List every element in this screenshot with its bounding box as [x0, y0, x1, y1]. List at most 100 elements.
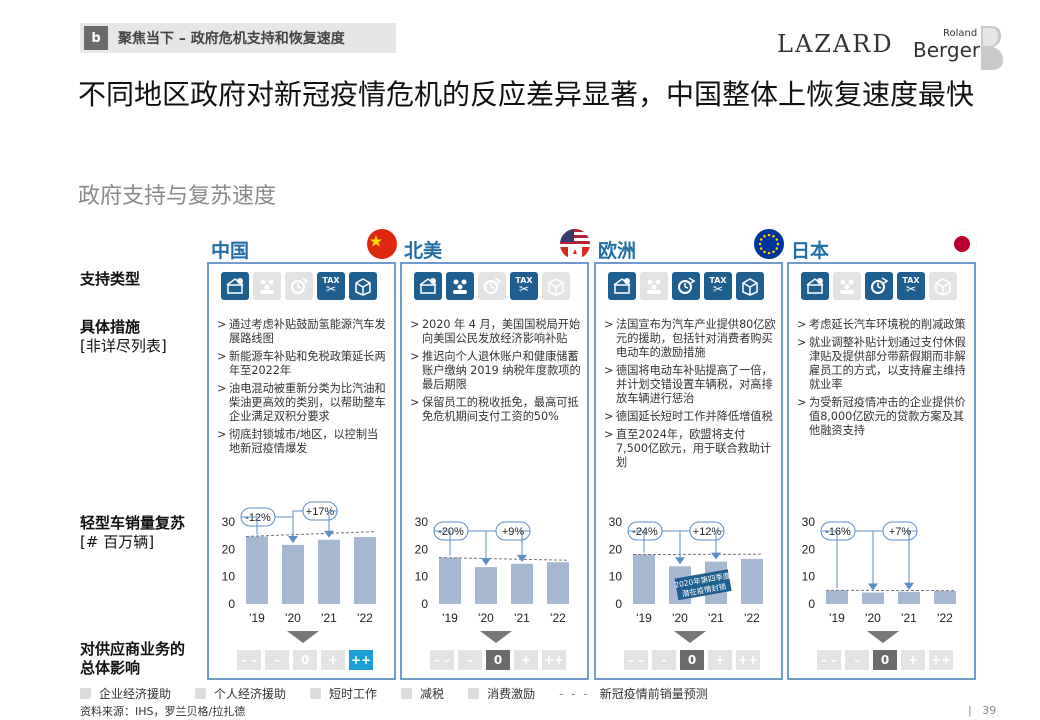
region-name: 中国 [211, 240, 250, 262]
y-tick-label: 0 [615, 597, 622, 611]
region-panel [787, 262, 976, 680]
region-name: 日本 [791, 240, 830, 262]
change-annotation: -16% [825, 526, 851, 538]
impact-level: 0 [293, 650, 317, 670]
recovery-chart: 0 10 20 30'19'20'21'22 -24% +12% 2020年第四季度 潜在疫情… [594, 500, 784, 630]
change-annotation: -20% [438, 526, 464, 538]
chevron-down-icon [867, 631, 899, 643]
page-subtitle: 政府支持与复苏速度 [78, 184, 277, 209]
enterprise-aid-icon [414, 272, 442, 300]
legend-item-tax: 减税 [401, 685, 444, 702]
label-support-type: 支持类型 [80, 270, 141, 288]
measure-item: 通过考虑补贴鼓励氢能源汽车发展路线图 [217, 318, 389, 346]
y-tick-label: 20 [609, 542, 623, 556]
measures-list: 法国宣布为汽车产业提供80亿欧元的援助，包括针对消费者购买电动车的激励措施德国将… [604, 318, 776, 474]
measure-item: 油电混动被重新分类为比汽油和柴油更高效的类别，以帮助整车企业满足双积分要求 [217, 382, 389, 424]
impact-level: ++ [929, 650, 953, 670]
y-tick-label: 10 [415, 570, 429, 584]
x-tick-label: '22 [744, 611, 760, 625]
impact-level: 0 [486, 650, 510, 670]
impact-scale: – – –0 + ++ [430, 650, 566, 670]
label-recovery: 轻型车销量复苏 [# 百万辆] [80, 514, 186, 551]
bar [439, 557, 461, 604]
bar [633, 554, 655, 604]
label-measures: 具体措施 [非详尽列表] [80, 318, 167, 355]
y-tick-label: 20 [802, 542, 816, 556]
measure-item: 为受新冠疫情冲击的企业提供价值8,000亿欧元的贷款方案及其他融资支持 [797, 396, 969, 438]
enterprise-aid-icon [801, 272, 829, 300]
x-tick-label: '19 [249, 611, 265, 625]
impact-scale: – – –0 + ++ [237, 650, 373, 670]
impact-level: 0 [680, 650, 704, 670]
impact-level: – – [624, 650, 648, 670]
short-time-work-icon [310, 688, 322, 699]
personal-aid-icon [446, 272, 474, 300]
dashed-line-icon: - - - [559, 686, 590, 701]
impact-scale: – – –0 + ++ [817, 650, 953, 670]
measure-item: 法国宣布为汽车产业提供80亿欧元的援助，包括针对消费者购买电动车的激励措施 [604, 318, 776, 360]
chevron-down-icon [287, 631, 319, 643]
y-tick-label: 10 [609, 570, 623, 584]
measure-item: 就业调整补贴计划通过支付休假津贴及提供部分带薪假期而非解雇员工的方式，以支持雇主… [797, 336, 969, 392]
annotation-connector [872, 530, 883, 591]
usa-canada-flag-icon [560, 229, 590, 259]
enterprise-aid-icon [80, 688, 91, 699]
measure-item: 推迟向个人退休账户和健康储蓄账户缴纳 2019 纳税年度款项的最后期限 [410, 350, 582, 392]
forecast-line [245, 531, 377, 537]
impact-level: ++ [349, 650, 373, 670]
x-tick-label: '21 [514, 611, 530, 625]
recovery-chart: 0 10 20 30 '19 '20 '21 '22 -20% +9% [400, 500, 590, 630]
impact-level: – [265, 650, 289, 670]
region-name: 北美 [404, 240, 443, 262]
impact-level: – [652, 650, 676, 670]
impact-level: + [321, 650, 345, 670]
personal-aid-icon [253, 272, 281, 300]
impact-level: – [458, 650, 482, 670]
arrow-down-icon [711, 552, 721, 560]
impact-level: ++ [542, 650, 566, 670]
y-tick-label: 0 [228, 597, 235, 611]
annotation-connector [485, 530, 496, 566]
recovery-chart: 0 10 20 30 '19 '20 '21 '22 -16% +7% [787, 500, 977, 630]
impact-level: + [901, 650, 925, 670]
x-tick-label: '20 [672, 611, 688, 625]
consumption-stimulus-icon [736, 272, 764, 300]
short-time-work-icon [285, 272, 313, 300]
change-annotation: -24% [632, 526, 658, 538]
x-tick-label: '19 [442, 611, 458, 625]
impact-level: – – [237, 650, 261, 670]
region-panel [594, 262, 783, 680]
x-tick-label: '22 [357, 611, 373, 625]
y-tick-label: 20 [222, 542, 236, 556]
support-icons: TAX ✂ [414, 272, 570, 300]
roland-berger-b-icon [981, 26, 1003, 70]
annotation-connector [275, 516, 294, 537]
annotation-connector [328, 510, 337, 532]
y-tick-label: 30 [802, 515, 816, 529]
section-letter: b [84, 26, 108, 50]
tax-cut-icon: TAX ✂ [510, 272, 538, 300]
source-note: 资料来源：IHS，罗兰贝格/拉扎德 [80, 705, 246, 718]
annotation-connector [521, 530, 530, 556]
arrow-down-icon [324, 530, 334, 538]
legend-item-short-work: 短时工作 [310, 685, 377, 702]
y-tick-label: 30 [222, 515, 236, 529]
eu-flag-icon [754, 229, 784, 259]
enterprise-aid-icon [221, 272, 249, 300]
measure-item: 直至2024年，欧盟将支付7,500亿欧元，用于联合救助计划 [604, 428, 776, 470]
y-tick-label: 10 [802, 570, 816, 584]
bar [246, 536, 268, 604]
tax-cut-icon: TAX ✂ [897, 272, 925, 300]
support-icons: TAX ✂ [608, 272, 764, 300]
bar [282, 544, 304, 604]
label-recovery-unit: [# 百万辆] [80, 533, 155, 551]
recovery-chart: 0 10 20 30 '19 '20 '21 '22 -12% +17% [207, 500, 397, 630]
y-tick-label: 0 [808, 597, 815, 611]
x-tick-label: '20 [865, 611, 881, 625]
measure-item: 德国将电动车补贴提高了一倍，并计划交错设置车辆税，对高排放车辆进行惩治 [604, 364, 776, 406]
measures-list: 通过考虑补贴鼓励氢能源汽车发展路线图新能源车补贴和免税政策延长两年至2022年油… [217, 318, 389, 460]
impact-level: + [708, 650, 732, 670]
annotation-connector [628, 530, 645, 553]
impact-level: – – [430, 650, 454, 670]
